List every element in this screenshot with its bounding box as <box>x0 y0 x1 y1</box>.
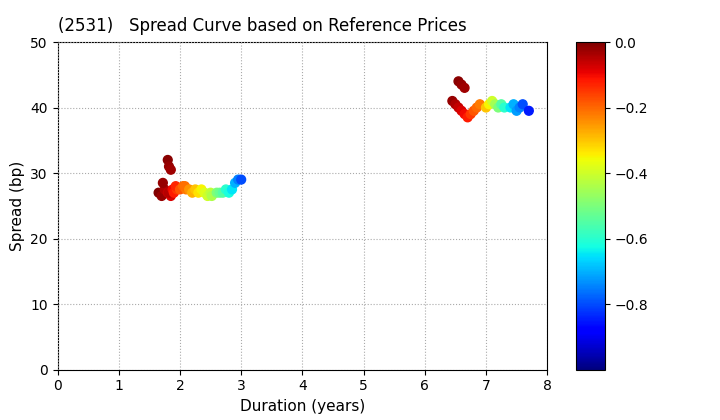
Point <box>523 108 534 114</box>
Point <box>226 186 238 193</box>
Point <box>177 183 189 189</box>
Point <box>214 189 225 196</box>
Point <box>468 108 480 114</box>
Point <box>163 163 175 170</box>
Point <box>179 183 191 189</box>
Point <box>206 193 217 199</box>
Point <box>163 189 175 196</box>
Point <box>462 114 474 121</box>
Point <box>220 186 232 193</box>
Point <box>189 186 201 193</box>
Point <box>170 183 181 189</box>
Point <box>196 186 207 193</box>
Point <box>514 104 526 111</box>
Point <box>223 189 235 196</box>
Point <box>229 179 240 186</box>
Point <box>211 189 222 196</box>
Point <box>217 189 229 196</box>
Point <box>456 108 467 114</box>
Point <box>511 108 523 114</box>
Point <box>186 189 198 196</box>
Point <box>498 104 510 111</box>
Point <box>156 193 168 199</box>
Point <box>492 104 504 111</box>
Point <box>162 157 174 163</box>
Point <box>449 101 462 108</box>
Point <box>168 189 180 196</box>
Point <box>459 84 470 91</box>
Point <box>184 186 195 193</box>
Point <box>180 186 192 193</box>
Point <box>446 97 458 104</box>
Point <box>471 104 482 111</box>
Point <box>453 104 464 111</box>
Point <box>490 101 501 108</box>
Point <box>162 189 174 196</box>
Point <box>233 176 244 183</box>
Point <box>171 186 183 193</box>
Point <box>165 193 176 199</box>
X-axis label: Duration (years): Duration (years) <box>240 399 365 414</box>
Point <box>159 186 171 193</box>
Point <box>517 101 528 108</box>
Point <box>474 101 486 108</box>
Point <box>204 189 216 196</box>
Text: (2531)   Spread Curve based on Reference Prices: (2531) Spread Curve based on Reference P… <box>58 17 467 35</box>
Point <box>235 176 247 183</box>
Point <box>495 101 507 108</box>
Point <box>465 111 477 118</box>
Point <box>165 166 176 173</box>
Point <box>199 189 210 196</box>
Point <box>453 78 464 85</box>
Point <box>153 189 164 196</box>
Point <box>202 193 213 199</box>
Point <box>157 179 168 186</box>
Point <box>480 104 492 111</box>
Point <box>508 101 519 108</box>
Point <box>456 81 467 88</box>
Point <box>483 101 495 108</box>
Point <box>505 104 516 111</box>
Y-axis label: Spread (bp): Spread (bp) <box>9 161 24 251</box>
Point <box>192 189 204 196</box>
Point <box>487 97 498 104</box>
Point <box>174 186 186 193</box>
Point <box>459 111 470 118</box>
Point <box>167 186 179 193</box>
